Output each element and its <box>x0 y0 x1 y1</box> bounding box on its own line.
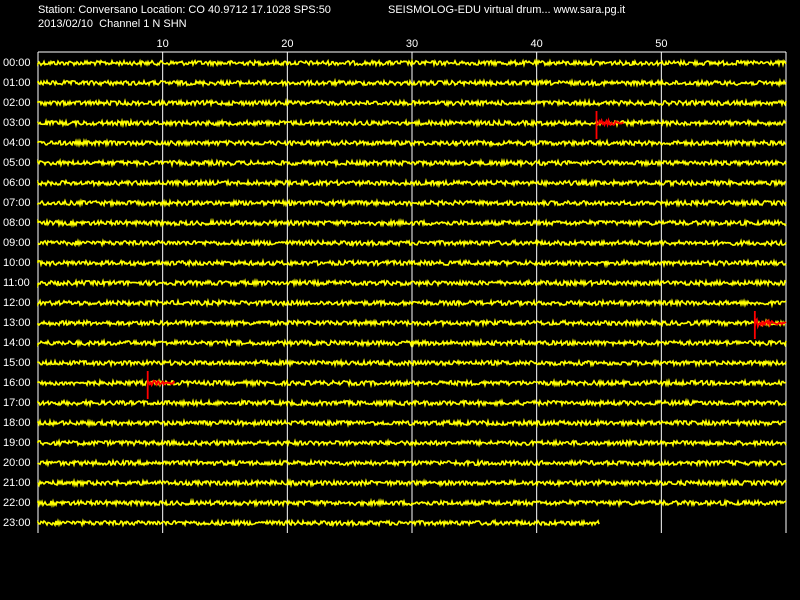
hour-label: 13:00 <box>3 317 31 329</box>
seismic-trace <box>37 417 787 429</box>
hour-label: 06:00 <box>3 177 31 189</box>
seismic-trace <box>37 317 787 329</box>
hour-label: 20:00 <box>3 457 31 469</box>
hour-label: 15:00 <box>3 357 31 369</box>
seismic-trace <box>37 277 787 289</box>
seismic-trace <box>37 477 787 489</box>
software-title: SEISMOLOG-EDU virtual drum... www.sara.p… <box>388 4 626 16</box>
seismic-trace <box>37 518 600 529</box>
seismic-trace <box>37 458 787 468</box>
minute-tick-label: 40 <box>530 38 543 50</box>
seismic-trace <box>37 357 787 369</box>
seismic-trace <box>37 217 787 229</box>
earthquake-event-trace <box>595 111 624 139</box>
minute-tick-label: 20 <box>281 38 294 50</box>
hour-label: 01:00 <box>3 77 31 89</box>
seismic-trace <box>37 177 787 189</box>
hour-label: 14:00 <box>3 337 31 349</box>
hour-label: 08:00 <box>3 217 31 229</box>
minute-tick-label: 50 <box>655 38 668 50</box>
seismic-trace <box>37 197 787 209</box>
earthquake-event-trace <box>753 311 787 339</box>
minute-tick-label: 30 <box>405 38 419 50</box>
hour-label: 16:00 <box>3 377 31 389</box>
hour-label: 07:00 <box>3 197 31 209</box>
seismic-trace <box>37 238 787 249</box>
date-channel-info: 2013/02/10 Channel 1 N SHN <box>38 18 187 30</box>
hour-label: 19:00 <box>3 437 31 449</box>
seismic-trace <box>37 497 787 509</box>
seismic-trace <box>37 137 786 149</box>
hour-label: 05:00 <box>3 157 31 169</box>
seismic-trace <box>37 397 787 409</box>
seismic-trace <box>37 257 787 269</box>
earthquake-event-trace <box>146 371 176 399</box>
hour-label: 22:00 <box>3 497 31 509</box>
seismic-trace <box>37 297 787 309</box>
hour-label: 23:00 <box>3 517 31 529</box>
seismic-trace <box>37 337 787 349</box>
seismic-trace <box>37 97 787 108</box>
hour-label: 04:00 <box>3 137 31 149</box>
seismic-trace <box>37 77 787 89</box>
seismic-trace <box>37 117 787 129</box>
minute-tick-label: 10 <box>156 38 169 50</box>
hour-label: 00:00 <box>3 57 31 69</box>
seismic-trace <box>37 157 787 169</box>
hour-label: 12:00 <box>3 297 31 309</box>
hour-label: 10:00 <box>3 257 31 269</box>
hour-label: 02:00 <box>3 97 31 109</box>
hour-label: 09:00 <box>3 237 31 249</box>
hour-label: 18:00 <box>3 417 31 429</box>
hour-label: 11:00 <box>3 277 30 289</box>
hour-label: 03:00 <box>3 117 31 129</box>
seismic-trace <box>37 58 787 68</box>
hour-label: 17:00 <box>3 397 31 409</box>
seismic-trace <box>37 437 787 449</box>
station-info: Station: Conversano Location: CO 40.9712… <box>38 4 331 16</box>
hour-label: 21:00 <box>3 477 31 489</box>
